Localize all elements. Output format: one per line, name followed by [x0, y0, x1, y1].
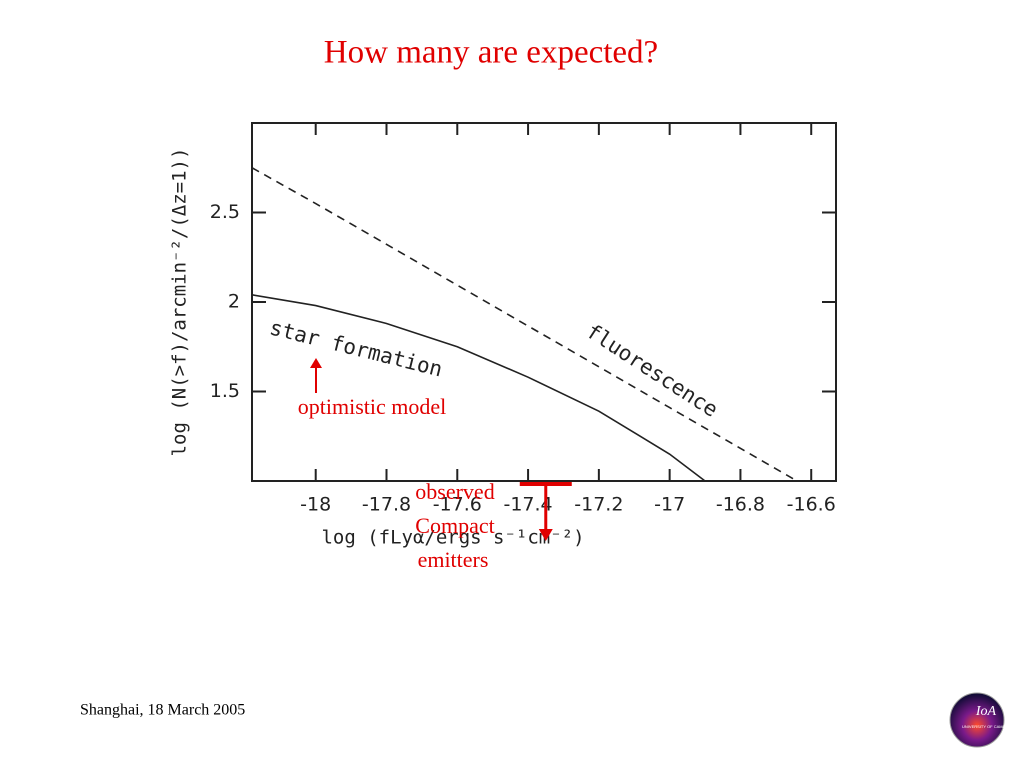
x-axis-label: log (fLyα/ergs s⁻¹cm⁻²) — [321, 527, 584, 549]
series-label: star formation — [267, 315, 445, 381]
x-tick-label: -17.2 — [574, 494, 623, 516]
series-label: fluorescence — [582, 319, 722, 422]
y-tick-label: 2 — [228, 291, 240, 313]
annotation: observed — [415, 479, 494, 504]
annotation: optimistic model — [298, 394, 447, 419]
x-tick-label: -17.6 — [433, 494, 482, 516]
slide-title: How many are expected? — [324, 35, 658, 71]
logo-subtext: UNIVERSITY OF CAMBRIDGE — [962, 724, 1018, 729]
annotation: Compact — [415, 513, 494, 538]
annotation: emitters — [418, 547, 489, 572]
x-tick-label: -16.8 — [716, 494, 765, 516]
x-tick-label: -16.6 — [787, 494, 836, 516]
arrow-head — [310, 358, 322, 368]
series-line — [251, 294, 706, 482]
x-tick-label: -18 — [300, 494, 331, 516]
y-tick-label: 1.5 — [210, 380, 240, 402]
plot-frame — [251, 122, 837, 482]
series-line — [251, 167, 798, 482]
limit-head — [538, 529, 553, 541]
x-tick-label: -17 — [654, 494, 685, 516]
x-tick-label: -17.4 — [503, 494, 552, 516]
y-axis-label: log (N(>f)/arcmin⁻²/(Δz=1)) — [169, 148, 191, 457]
footer: Shanghai, 18 March 2005 — [80, 702, 245, 719]
y-tick-label: 2.5 — [210, 201, 240, 223]
x-tick-label: -17.8 — [362, 494, 411, 516]
logo — [949, 692, 1005, 748]
logo-text: IoA — [975, 704, 997, 719]
